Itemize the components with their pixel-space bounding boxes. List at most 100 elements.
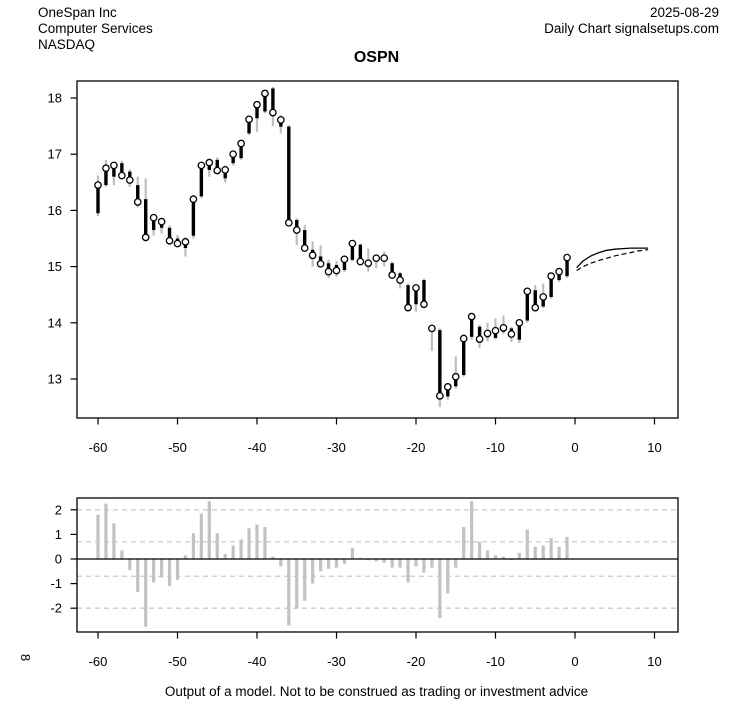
close-marker xyxy=(539,293,548,301)
close-marker xyxy=(173,239,182,248)
close-marker xyxy=(356,257,365,266)
close-marker xyxy=(555,267,563,276)
x-tick-label: 0 xyxy=(571,440,578,455)
close-marker xyxy=(475,335,484,343)
disclaimer-text: Output of a model. Not to be construed a… xyxy=(164,684,589,699)
close-marker xyxy=(396,276,404,284)
x-tick-label: -30 xyxy=(327,440,346,455)
close-marker xyxy=(483,329,492,338)
close-marker xyxy=(141,233,150,242)
x-tick-label: 0 xyxy=(571,654,578,669)
close-marker xyxy=(118,171,126,180)
x-tick-label: -10 xyxy=(486,440,505,455)
close-marker xyxy=(94,181,102,189)
close-marker xyxy=(276,116,285,124)
y-tick-label: 16 xyxy=(48,203,62,218)
close-marker xyxy=(213,166,222,175)
company-industry: Computer Services xyxy=(38,21,153,36)
side-margin-label: 8 xyxy=(18,653,34,662)
y-tick-label: 13 xyxy=(48,372,62,387)
x-tick-label: -50 xyxy=(168,440,187,455)
close-marker xyxy=(451,372,460,381)
main-price-panel: 13 14 15 16 17 18 -60 -50 -40 -30 -20 -10 0 10 xyxy=(48,80,679,455)
close-marker xyxy=(531,303,540,312)
close-marker xyxy=(388,271,396,279)
close-marker xyxy=(523,287,532,296)
close-marker xyxy=(237,139,245,148)
close-marker xyxy=(404,303,412,312)
close-marker xyxy=(364,259,373,268)
close-marker xyxy=(269,108,277,117)
close-marker xyxy=(181,238,190,246)
plot-border xyxy=(76,497,679,633)
y-tick-label: -2 xyxy=(50,601,62,616)
close-marker xyxy=(133,198,142,206)
close-marker xyxy=(340,255,349,264)
close-marker xyxy=(229,150,237,159)
close-marker xyxy=(110,161,118,170)
close-marker xyxy=(261,89,269,98)
close-marker xyxy=(348,239,357,248)
x-tick-label: -20 xyxy=(407,654,426,669)
close-marker xyxy=(467,312,476,321)
forecast-line-solid xyxy=(576,247,649,269)
x-tick-label: -20 xyxy=(407,440,426,455)
close-marker xyxy=(420,300,428,309)
y-tick-label: 1 xyxy=(55,527,62,542)
x-tick-label: -30 xyxy=(327,654,346,669)
plot-border xyxy=(76,80,679,419)
header-left: OneSpan Inc Computer Services NASDAQ xyxy=(38,5,153,53)
close-marker xyxy=(165,236,174,245)
close-marker xyxy=(372,254,381,263)
close-marker xyxy=(245,115,253,124)
close-marker xyxy=(547,272,556,281)
y-tick-label: 14 xyxy=(48,315,62,330)
close-marker xyxy=(515,318,524,327)
close-marker xyxy=(491,326,500,335)
header-right: 2025-08-29 Daily Chart signalsetups.com xyxy=(544,5,719,37)
close-marker xyxy=(157,217,166,226)
close-marker xyxy=(459,334,468,343)
close-marker xyxy=(292,226,301,234)
x-tick-label: -10 xyxy=(486,654,505,669)
close-marker xyxy=(149,213,158,222)
close-marker xyxy=(324,267,333,276)
close-marker xyxy=(563,253,571,262)
close-marker xyxy=(428,324,436,333)
x-tick-label: 10 xyxy=(647,440,661,455)
close-marker xyxy=(435,392,444,400)
close-marker xyxy=(205,158,214,167)
company-name: OneSpan Inc xyxy=(38,5,117,20)
y-tick-label: 0 xyxy=(55,552,62,567)
close-marker xyxy=(189,195,198,204)
close-marker xyxy=(253,100,261,109)
close-marker xyxy=(197,161,206,170)
close-marker xyxy=(125,176,134,184)
y-tick-label: 18 xyxy=(48,91,62,106)
x-tick-label: -50 xyxy=(168,654,187,669)
forecast-line-dashed xyxy=(576,249,649,272)
close-marker xyxy=(499,324,508,332)
close-marker xyxy=(284,218,293,227)
close-marker xyxy=(332,266,341,275)
chart-title: OSPN xyxy=(353,49,400,66)
exchange-name: NASDAQ xyxy=(38,37,96,52)
close-marker xyxy=(443,383,452,391)
x-tick-label: -40 xyxy=(248,654,267,669)
close-marker xyxy=(507,330,516,338)
x-tick-label: -40 xyxy=(248,440,267,455)
close-marker xyxy=(308,251,317,260)
chart-type-source: Daily Chart signalsetups.com xyxy=(544,21,719,36)
x-tick-label: 10 xyxy=(647,654,661,669)
chart-date: 2025-08-29 xyxy=(649,5,719,20)
close-marker xyxy=(102,164,110,173)
x-tick-label: -60 xyxy=(89,654,108,669)
close-marker xyxy=(380,254,389,263)
close-marker xyxy=(221,166,230,174)
x-tick-label: -60 xyxy=(89,440,108,455)
y-tick-label: 15 xyxy=(48,259,62,274)
y-tick-label: 2 xyxy=(55,502,62,517)
